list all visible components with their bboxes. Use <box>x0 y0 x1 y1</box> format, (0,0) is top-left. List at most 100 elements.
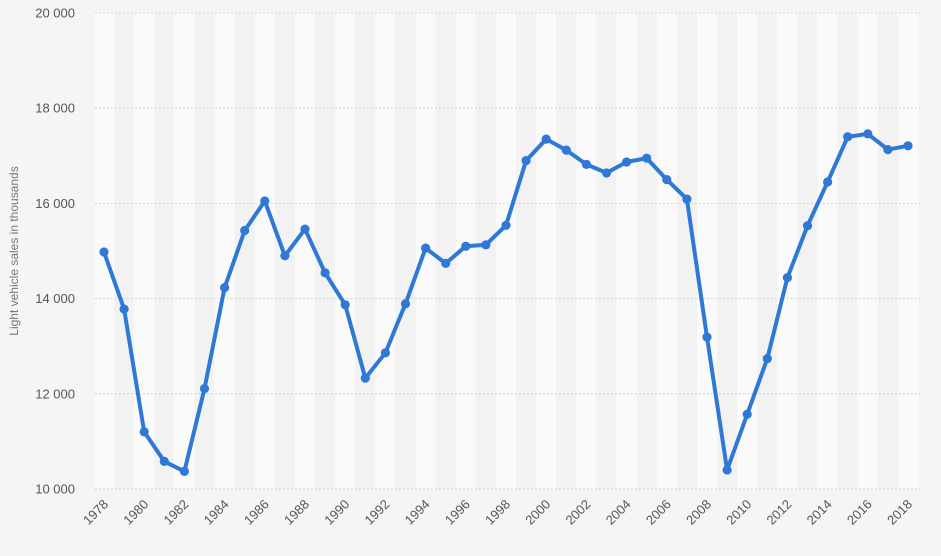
column-band <box>777 13 798 489</box>
column-band <box>455 13 476 489</box>
x-tick-label: 1978 <box>80 497 111 528</box>
data-point <box>179 466 189 476</box>
column-band <box>335 13 356 489</box>
x-tick-label: 2008 <box>683 497 714 528</box>
column-band <box>234 13 255 489</box>
data-point <box>561 145 571 155</box>
y-tick-label: 20 000 <box>35 6 75 21</box>
column-band <box>536 13 557 489</box>
x-tick-label: 2012 <box>763 497 794 528</box>
y-axis-title: Light vehicle sales in thousands <box>7 166 21 335</box>
column-band <box>656 13 677 489</box>
data-point <box>782 273 793 283</box>
column-band <box>837 13 858 489</box>
column-band <box>174 13 195 489</box>
data-point <box>99 247 109 257</box>
column-band <box>495 13 517 489</box>
data-point <box>220 283 230 293</box>
x-axis-ticks: 1978 1980 1982 1984 1986 1988 1990 1992 1994 1996… <box>80 497 915 528</box>
column-band <box>475 13 496 489</box>
data-point <box>260 196 270 206</box>
column-band <box>616 13 637 489</box>
x-tick-label: 2004 <box>603 497 634 528</box>
data-point <box>581 159 592 169</box>
series-group <box>99 129 913 476</box>
data-point <box>642 153 652 163</box>
column-band <box>294 13 316 489</box>
column-band <box>857 13 878 489</box>
y-tick-label: 12 000 <box>35 386 75 401</box>
data-point <box>461 241 471 251</box>
data-point <box>119 304 129 314</box>
column-band <box>134 13 155 489</box>
x-tick-label: 1982 <box>160 497 191 528</box>
data-point <box>159 456 169 466</box>
y-tick-label: 18 000 <box>35 101 75 116</box>
data-point <box>441 258 451 268</box>
column-band <box>676 13 697 489</box>
column-band <box>375 13 396 489</box>
data-point <box>843 132 853 142</box>
data-point <box>541 134 551 144</box>
x-tick-label: 2016 <box>844 497 875 528</box>
column-band <box>696 13 718 489</box>
x-tick-label: 1990 <box>321 497 352 528</box>
data-point <box>662 175 672 185</box>
data-point <box>863 129 873 139</box>
data-point <box>340 300 350 310</box>
column-band <box>516 13 537 489</box>
data-point <box>360 373 370 383</box>
x-tick-label: 1984 <box>201 497 232 528</box>
column-band <box>214 13 235 489</box>
column-band <box>355 13 376 489</box>
data-point <box>280 251 290 261</box>
column-band <box>576 13 597 489</box>
column-band <box>717 13 738 489</box>
x-tick-label: 1992 <box>361 497 392 528</box>
data-point <box>802 221 813 231</box>
column-band <box>315 13 336 489</box>
column-band <box>737 13 758 489</box>
column-band <box>797 13 818 489</box>
data-point <box>883 145 893 155</box>
data-point <box>722 465 732 475</box>
column-band <box>897 13 919 489</box>
column-bands <box>95 13 919 489</box>
data-point <box>742 409 752 419</box>
data-point <box>501 220 511 230</box>
y-tick-label: 10 000 <box>35 482 75 497</box>
data-point <box>421 243 431 253</box>
y-tick-label: 14 000 <box>35 291 75 306</box>
data-point <box>380 348 390 358</box>
data-point <box>481 240 491 250</box>
x-tick-label: 1986 <box>241 497 272 528</box>
column-band <box>254 13 275 489</box>
x-tick-label: 1988 <box>281 497 312 528</box>
x-tick-label: 2006 <box>643 497 674 528</box>
x-tick-label: 1998 <box>482 497 513 528</box>
data-point <box>521 155 531 166</box>
x-tick-label: 2010 <box>723 497 754 528</box>
x-tick-label: 2014 <box>804 497 835 528</box>
data-point <box>400 299 411 309</box>
column-band <box>636 13 657 489</box>
column-band <box>596 13 617 489</box>
column-band <box>114 13 135 489</box>
data-point <box>139 427 149 437</box>
data-point <box>903 141 913 151</box>
y-tick-label: 16 000 <box>35 196 75 211</box>
column-band <box>435 13 456 489</box>
x-tick-label: 1996 <box>442 497 473 528</box>
data-point <box>682 194 692 204</box>
data-point <box>823 177 833 187</box>
data-point <box>601 168 612 178</box>
x-tick-label: 2018 <box>884 497 915 528</box>
data-point <box>762 353 772 364</box>
data-point <box>199 383 210 394</box>
data-point <box>300 224 310 234</box>
data-point <box>320 268 330 278</box>
data-point <box>622 157 632 167</box>
column-band <box>154 13 175 489</box>
